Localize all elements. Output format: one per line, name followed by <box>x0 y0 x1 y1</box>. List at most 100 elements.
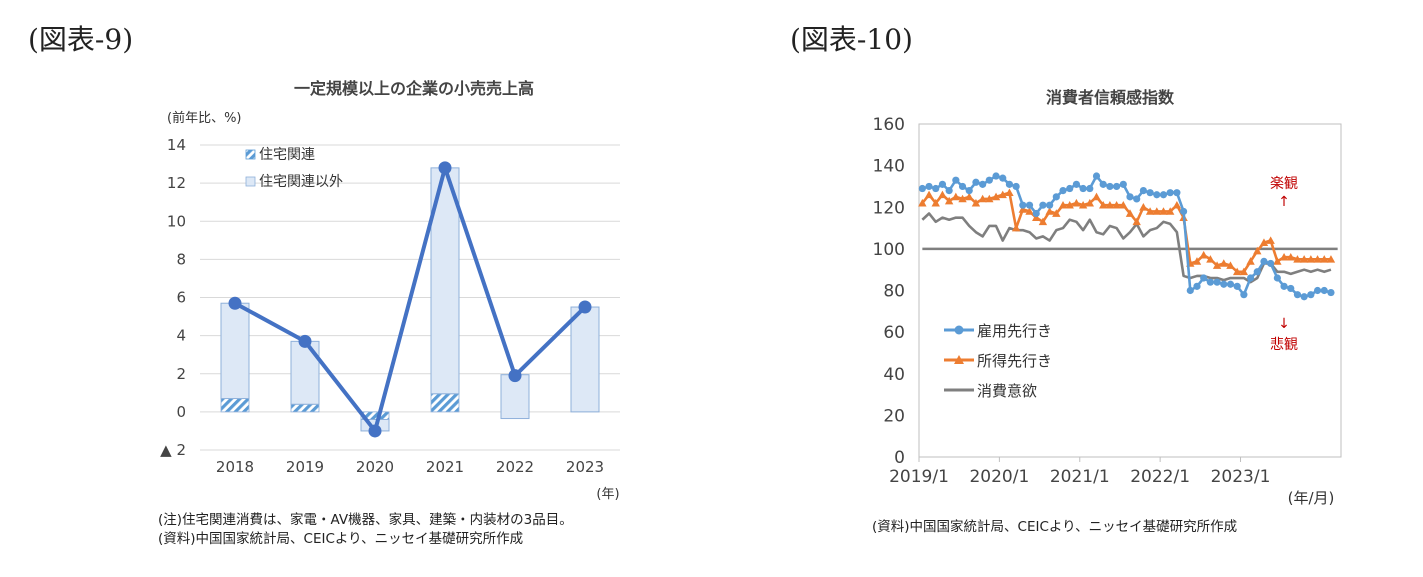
point-employment <box>945 187 953 195</box>
chart9-note: (注)住宅関連消費は、家電・AV機器、家具、建築・内装材の3品目。 <box>158 511 573 528</box>
bar-non-housing <box>570 306 600 413</box>
point-employment <box>992 172 1000 180</box>
point-income <box>1119 200 1128 209</box>
point-employment <box>1072 180 1081 188</box>
y-tick-label: 140 <box>873 157 905 177</box>
point-employment <box>1220 280 1228 288</box>
point-income <box>938 190 947 199</box>
point-income <box>1139 203 1148 211</box>
point-income <box>971 198 981 207</box>
point-employment <box>1079 184 1087 193</box>
point-income <box>1025 207 1034 215</box>
point-employment <box>1200 274 1208 282</box>
point-income <box>1172 200 1182 209</box>
point-income <box>1011 223 1021 232</box>
point-employment <box>1273 274 1281 282</box>
point-employment <box>1233 282 1241 290</box>
x-tick-label: 2021 <box>426 458 464 476</box>
point-income <box>978 194 987 203</box>
legend-label-non-housing: 住宅関連以外 <box>259 174 343 190</box>
annotation-optimism: 楽観 <box>1270 175 1298 192</box>
legend-label-housing: 住宅関連 <box>259 147 315 163</box>
point-employment <box>1287 284 1295 293</box>
legend-swatch-non-housing <box>245 176 256 187</box>
point-income <box>1152 207 1161 215</box>
point-employment <box>1092 172 1101 180</box>
chart9-ylabel: (前年比、%) <box>167 110 242 126</box>
point-income <box>1326 255 1336 263</box>
x-tick-label: 2023/1 <box>1211 467 1271 487</box>
bar-housing <box>220 398 250 413</box>
point-income <box>951 192 961 201</box>
y-tick-label: 100 <box>873 240 905 260</box>
point-income <box>1085 198 1095 207</box>
y-tick-label: 6 <box>176 289 186 307</box>
series-line <box>921 212 1332 284</box>
total-point <box>578 300 592 314</box>
point-income <box>1219 259 1228 267</box>
point-income <box>1306 255 1316 263</box>
point-income <box>1112 200 1121 209</box>
point-employment <box>1139 187 1147 195</box>
point-income <box>1105 200 1115 209</box>
total-point <box>228 296 242 310</box>
point-income <box>1246 257 1255 265</box>
point-income <box>985 194 994 203</box>
legend-marker <box>954 325 964 335</box>
point-income <box>1092 192 1101 201</box>
point-employment <box>1025 201 1034 209</box>
point-income <box>1179 213 1188 222</box>
y-tick-label: 80 <box>883 282 905 302</box>
point-employment <box>1307 291 1315 299</box>
point-employment <box>1300 293 1308 301</box>
point-income <box>1132 217 1141 226</box>
point-income <box>1072 198 1081 207</box>
point-income <box>1125 209 1135 217</box>
point-employment <box>985 176 993 184</box>
point-employment <box>1099 180 1107 188</box>
point-employment <box>1206 278 1214 286</box>
y-tick-label: ▲ 2 <box>160 441 186 459</box>
point-income <box>1199 250 1208 259</box>
point-employment <box>1327 288 1335 297</box>
point-employment <box>1173 189 1181 197</box>
legend-marker <box>954 355 964 364</box>
point-income <box>1058 200 1068 209</box>
point-income <box>991 192 1001 201</box>
x-tick-label: 2020 <box>356 458 394 476</box>
point-income <box>1232 267 1242 276</box>
y-tick-label: 0 <box>894 448 905 468</box>
point-income <box>1038 217 1048 226</box>
point-employment <box>979 180 987 188</box>
point-income <box>944 196 954 205</box>
point-employment <box>1106 182 1114 191</box>
point-income <box>1239 267 1249 276</box>
point-employment <box>1146 189 1154 197</box>
point-employment <box>938 180 947 188</box>
point-employment <box>999 174 1007 182</box>
point-income <box>1273 257 1282 265</box>
chart-retail-sales: 一定規模以上の企業の小売売上高 (前年比、%) ▲ 2 0 2 4 6 8 10 12 14 2… <box>158 79 620 547</box>
point-income <box>1005 188 1014 197</box>
point-employment <box>1313 286 1322 295</box>
total-line <box>234 165 587 433</box>
y-tick-label: 14 <box>167 136 186 154</box>
point-employment <box>1293 291 1302 299</box>
point-income <box>1299 255 1309 263</box>
point-employment <box>925 182 933 191</box>
point-employment <box>932 184 940 193</box>
point-income <box>1032 213 1041 222</box>
point-employment <box>1126 193 1134 201</box>
legend-label: 所得先行き <box>977 352 1052 370</box>
y-tick-label: 120 <box>873 198 905 218</box>
point-employment <box>1226 280 1235 288</box>
point-income <box>1078 200 1088 209</box>
x-tick-label: 2019/1 <box>889 467 949 487</box>
point-income <box>1045 207 1054 215</box>
point-employment <box>952 176 960 184</box>
point-employment <box>1240 291 1248 299</box>
y-tick-label: 10 <box>167 212 186 230</box>
point-income <box>1052 209 1061 217</box>
point-income <box>1253 246 1262 255</box>
point-income <box>1186 259 1195 267</box>
